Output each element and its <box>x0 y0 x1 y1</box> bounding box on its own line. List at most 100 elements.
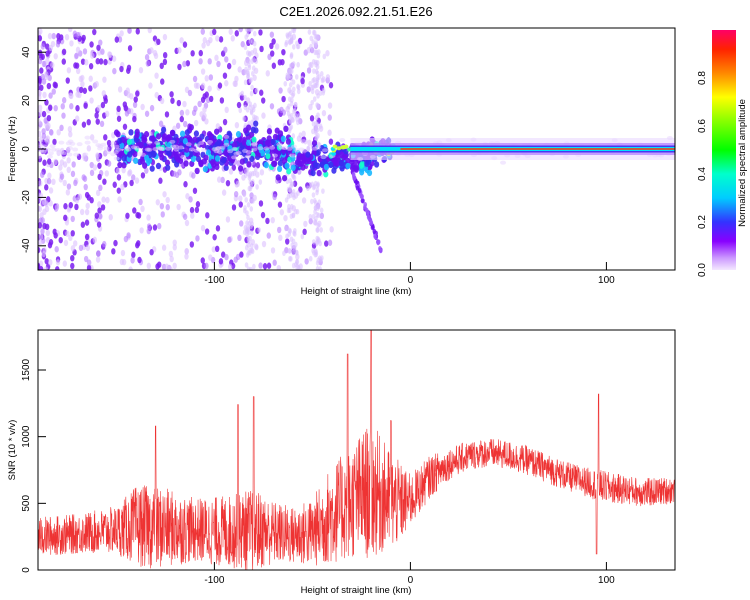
spectrogram-point <box>314 40 318 46</box>
spectrogram-point <box>316 212 321 219</box>
spectrogram-point <box>147 28 152 34</box>
spectrogram-point <box>38 118 41 125</box>
spectrogram-point <box>50 61 55 69</box>
spectrogram-point <box>286 110 291 117</box>
spectrogram-point <box>244 197 249 203</box>
spectrogram-point <box>159 97 165 105</box>
spectrogram-point <box>311 184 316 191</box>
spectrogram-point <box>106 139 112 147</box>
spectrogram-point <box>58 236 63 244</box>
spectrogram-point <box>66 183 72 190</box>
colorbar-gradient <box>712 30 736 270</box>
spectrogram-point <box>129 93 134 100</box>
spectrogram-point <box>236 101 242 109</box>
spectrogram-point <box>290 112 294 119</box>
spectrogram-point <box>254 244 259 251</box>
spectrogram-point <box>234 30 239 37</box>
spectrogram-point <box>187 136 193 143</box>
spectrogram-point <box>322 53 327 60</box>
spectrogram-point <box>195 201 201 208</box>
spectrogram-point <box>366 214 371 220</box>
spectrogram-point <box>83 255 89 263</box>
spectrogram-point <box>312 96 317 102</box>
spectrogram-point <box>324 240 329 247</box>
spectrogram-point <box>251 141 258 146</box>
spectrogram-point <box>276 165 283 173</box>
spectrogram-point <box>308 255 313 262</box>
spectrogram-point <box>95 58 100 65</box>
spectrogram-point <box>132 115 137 123</box>
spectrogram-point <box>252 40 257 47</box>
spectrogram-point <box>225 179 231 187</box>
spectrogram-y-tick-label: 0 <box>21 146 32 152</box>
spectrogram-point <box>38 265 44 270</box>
spectrogram-point <box>270 138 276 146</box>
spectrogram-point <box>311 140 318 147</box>
spectrogram-point <box>182 100 187 108</box>
figure-title: C2E1.2026.092.21.51.E26 <box>279 4 432 19</box>
spectrogram-point <box>339 138 346 143</box>
spectrogram-point <box>239 158 245 165</box>
spectrogram-point <box>284 197 289 203</box>
spectrogram-point <box>276 264 282 270</box>
spectrogram-point <box>251 198 255 204</box>
spectrogram-point <box>51 32 56 40</box>
spectrogram-point <box>116 187 121 194</box>
spectrogram-point <box>193 143 200 148</box>
spectrogram-point <box>195 235 200 242</box>
snr-x-label: Height of straight line (km) <box>301 585 412 596</box>
spectrogram-point <box>173 147 180 152</box>
spectrogram-point <box>61 58 66 65</box>
spectrogram-point <box>183 160 189 167</box>
spectrogram-point <box>120 249 126 257</box>
spectrogram-point <box>162 58 168 66</box>
spectrogram-point <box>323 163 330 171</box>
spectrogram-point <box>286 186 291 193</box>
spectrogram-point <box>200 257 205 264</box>
spectrogram-point <box>223 134 230 139</box>
spectrogram-point <box>253 30 257 37</box>
spectrogram-point <box>38 154 42 159</box>
spectrogram-point <box>65 230 70 237</box>
spectrogram-point <box>291 249 295 256</box>
spectrogram-point <box>129 179 134 187</box>
spectrogram-point <box>238 28 243 33</box>
spectrogram-point <box>40 43 46 50</box>
spectrogram-point <box>51 88 56 95</box>
spectrogram-point <box>173 144 180 149</box>
spectrogram-point <box>66 67 72 74</box>
spectrogram-point <box>100 48 105 55</box>
spectrogram-point <box>164 159 171 166</box>
spectrogram-point <box>293 107 297 114</box>
spectrogram-point <box>295 208 300 215</box>
spectrogram-point <box>138 142 145 149</box>
spectrogram-point <box>96 221 102 228</box>
spectrogram-point <box>250 247 254 254</box>
spectrogram-point <box>39 212 44 219</box>
spectrogram-point <box>292 44 296 50</box>
spectrogram-point <box>70 230 75 237</box>
spectrogram-point <box>315 121 320 128</box>
spectrogram-point <box>66 157 71 164</box>
spectrogram-point <box>288 82 293 88</box>
spectrogram-point <box>227 149 234 154</box>
spectrogram-point <box>342 152 349 160</box>
spectrogram-point <box>204 91 209 98</box>
spectrogram-point <box>59 124 64 132</box>
spectrogram-point <box>185 60 191 67</box>
spectrogram-point <box>296 264 301 270</box>
spectrogram-point <box>207 58 212 65</box>
spectrogram-point <box>301 197 307 204</box>
spectrogram-point <box>243 168 248 175</box>
spectrogram-point <box>191 109 197 116</box>
spectrogram-point <box>211 246 216 253</box>
spectrogram-point <box>54 246 59 253</box>
spectrogram-point <box>303 220 308 228</box>
spectrogram-point <box>40 217 45 224</box>
spectrogram-point <box>41 132 47 140</box>
spectrogram-point <box>311 247 315 254</box>
spectrogram-point <box>68 201 74 209</box>
spectrogram-point <box>184 219 190 227</box>
spectrogram-point <box>271 153 278 158</box>
spectrogram-point <box>88 63 94 70</box>
